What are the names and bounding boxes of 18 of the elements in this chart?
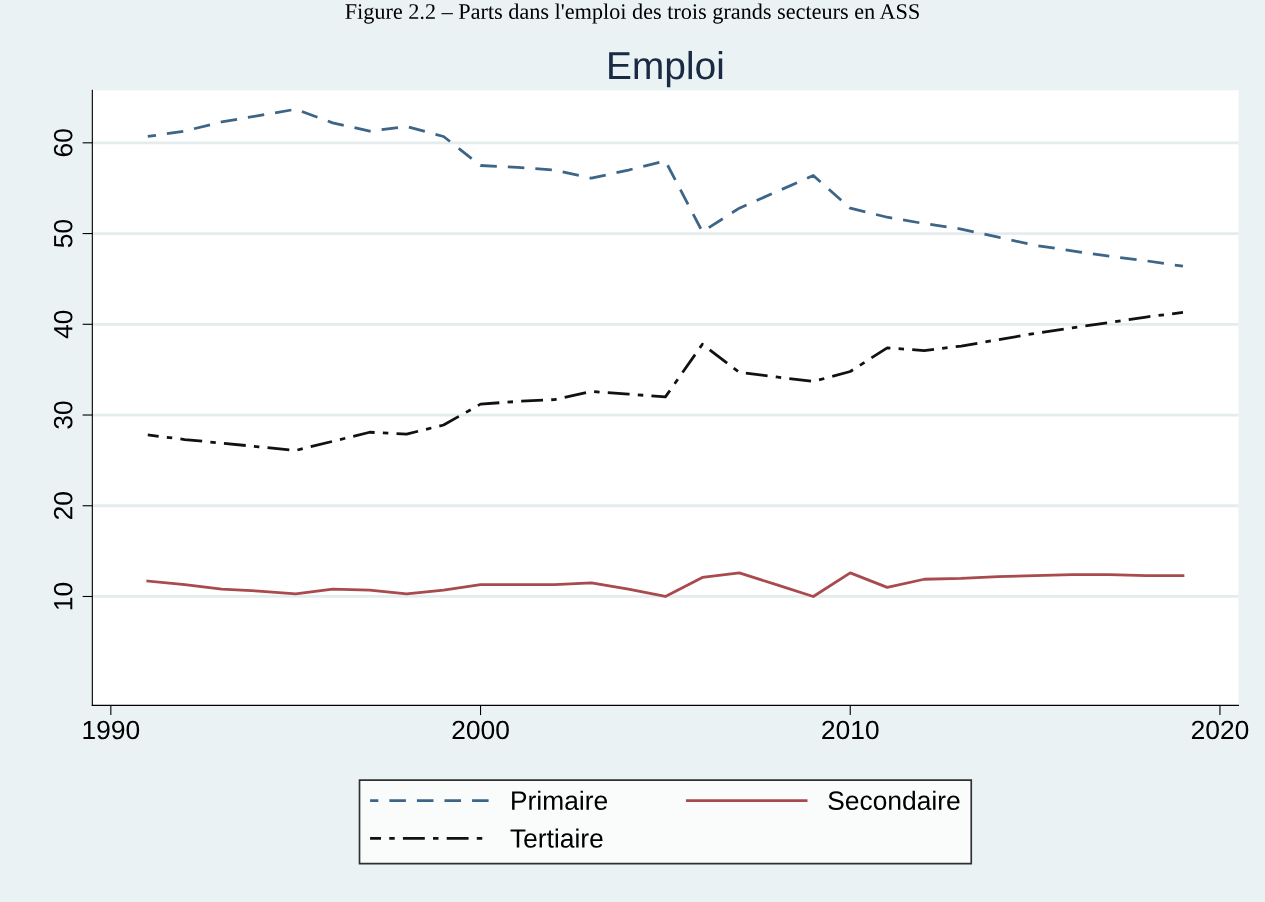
- y-tick-label: 30: [53, 401, 73, 429]
- chart-title: Emploi: [609, 50, 723, 88]
- x-tick-label: 2010: [822, 720, 879, 740]
- x-tick-label: 1990: [83, 720, 140, 740]
- y-tick-label: 20: [53, 492, 73, 520]
- y-tick-label: 50: [53, 219, 73, 248]
- y-tick-label: 40: [53, 310, 73, 339]
- line-series: [146, 571, 1185, 598]
- caption: Figure 2.2 – Parts dans l'emploi des trois grands secteurs en ASS: [345, 3, 919, 24]
- line-series: [146, 311, 1185, 452]
- x-tick-label: 2020: [1191, 720, 1249, 740]
- y-tick-label: 60: [53, 129, 73, 157]
- legend-label: Primaire: [512, 790, 608, 811]
- y-tick-label: 10: [53, 582, 73, 610]
- line-series: [146, 107, 1185, 268]
- legend-label: Secondaire: [828, 790, 960, 811]
- legend-label: Tertiaire: [510, 828, 603, 848]
- x-tick-label: 2000: [452, 720, 509, 740]
